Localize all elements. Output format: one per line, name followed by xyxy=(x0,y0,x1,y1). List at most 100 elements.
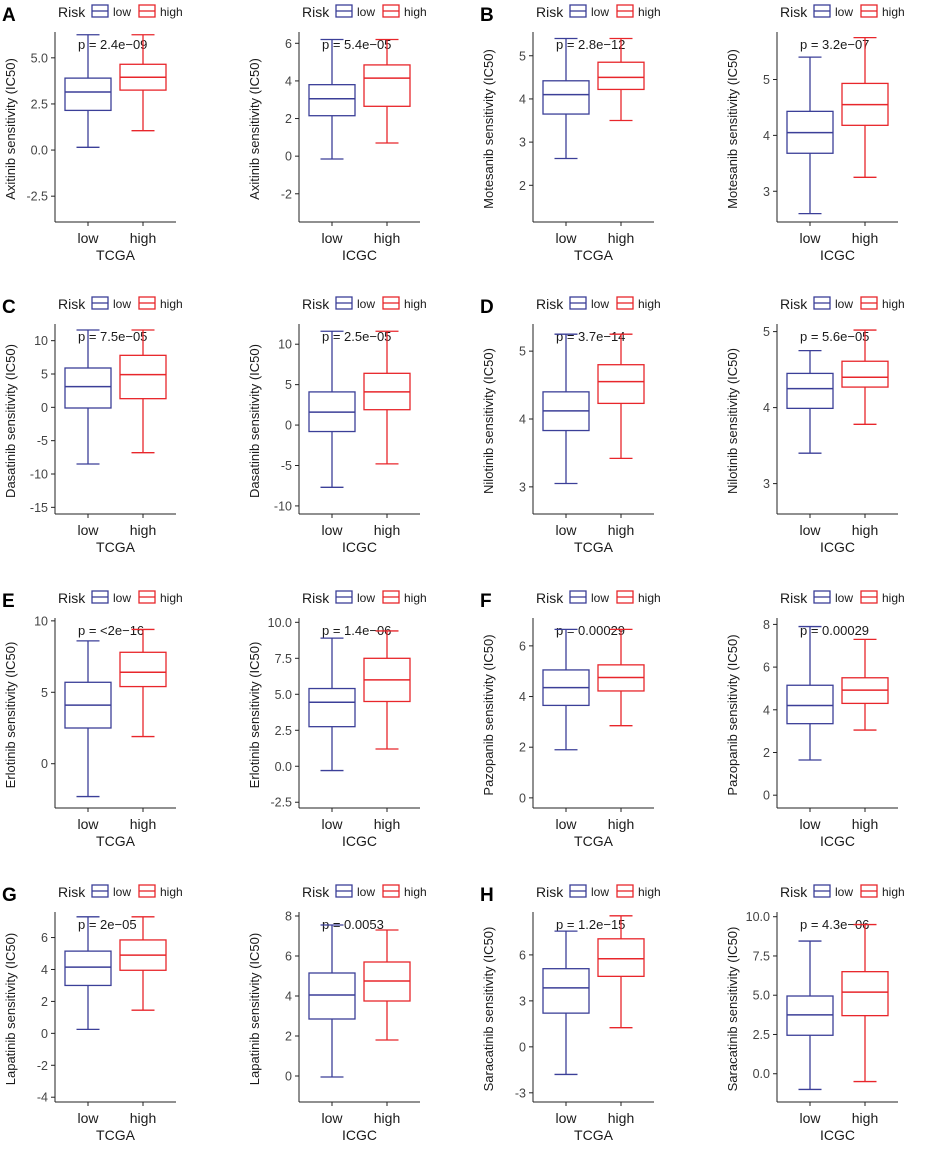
panel-x-icgc: Risk low high p = 2.5e−05 -10 -5 0 5 10 Dasatinib… xyxy=(247,296,427,555)
box-iqr xyxy=(308,687,356,728)
panel-h-tcga: H Risk low high p = 1.2e−15 -3 0 3 6 Saracatinib … xyxy=(480,884,661,1143)
box-high xyxy=(119,329,167,454)
x-axis-label: ICGC xyxy=(342,539,377,555)
panel-g-tcga: G Risk low high p = 2e−05 -4 -2 0 2 4 6 Lapatinib s… xyxy=(2,884,183,1143)
y-tick-label: 7.5 xyxy=(275,652,292,666)
x-tick-label-low: low xyxy=(799,230,821,246)
box-iqr xyxy=(363,64,411,107)
legend-label-low: low xyxy=(591,297,609,311)
legend-label-high: high xyxy=(882,5,905,19)
box-iqr xyxy=(64,77,112,112)
p-value: p = 2.8e−12 xyxy=(556,37,625,52)
y-tick-label: 5 xyxy=(519,345,526,359)
y-tick-label: -4 xyxy=(37,1091,48,1105)
box-low xyxy=(786,349,834,454)
legend-label-high: high xyxy=(404,297,427,311)
x-axis-label: TCGA xyxy=(574,1127,614,1143)
x-axis-label: TCGA xyxy=(574,247,614,263)
x-axis-label: ICGC xyxy=(820,833,855,849)
legend-label-high: high xyxy=(882,885,905,899)
panel-x-icgc: Risk low high p = 5.4e−05 -2 0 2 4 6 Axitinib sen… xyxy=(247,4,427,263)
box-high xyxy=(119,34,167,132)
legend-title: Risk xyxy=(58,296,86,312)
box-iqr xyxy=(786,995,834,1036)
x-axis-label: ICGC xyxy=(342,247,377,263)
y-tick-label: -3 xyxy=(515,1086,526,1100)
legend-title: Risk xyxy=(536,884,564,900)
p-value: p = 4.3e−06 xyxy=(800,917,869,932)
y-tick-label: 4 xyxy=(763,129,770,143)
x-tick-label-low: low xyxy=(555,522,577,538)
y-axis-label: Saracatinib sensitivity (IC50) xyxy=(481,927,496,1092)
legend-label-high: high xyxy=(882,297,905,311)
p-value: p = 5.6e−05 xyxy=(800,329,869,344)
box-iqr xyxy=(119,354,167,400)
panel-f-tcga: F Risk low high p = 0.00029 0 2 4 6 Pazopanib sen… xyxy=(480,590,661,849)
p-value: p = 1.4e−06 xyxy=(322,623,391,638)
y-axis-label: Pazopanib sensitivity (IC50) xyxy=(481,634,496,795)
box-iqr xyxy=(786,684,834,725)
x-axis-label: ICGC xyxy=(342,1127,377,1143)
y-tick-label: 3 xyxy=(763,185,770,199)
y-tick-label: 5 xyxy=(519,49,526,63)
panel-x-icgc: Risk low high p = 5.6e−05 3 4 5 Nilotinib sensi… xyxy=(725,296,905,555)
legend-label-high: high xyxy=(160,591,183,605)
box-high xyxy=(841,923,889,1083)
y-axis-label: Lapatinib sensitivity (IC50) xyxy=(3,933,18,1085)
legend-label-high: high xyxy=(160,885,183,899)
legend-label-low: low xyxy=(113,5,131,19)
y-tick-label: -5 xyxy=(37,434,48,448)
x-tick-label-low: low xyxy=(321,1110,343,1126)
y-axis-label: Dasatinib sensitivity (IC50) xyxy=(247,344,262,498)
y-tick-label: 3 xyxy=(519,480,526,494)
box-iqr xyxy=(786,372,834,410)
legend-label-low: low xyxy=(591,885,609,899)
legend-label-high: high xyxy=(404,591,427,605)
x-tick-label-low: low xyxy=(555,230,577,246)
box-low xyxy=(308,637,356,772)
y-tick-label: 3 xyxy=(519,994,526,1008)
y-tick-label: 4 xyxy=(763,401,770,415)
y-tick-label: 0 xyxy=(285,1070,292,1084)
y-tick-label: -15 xyxy=(30,501,48,515)
box-iqr xyxy=(597,364,645,405)
panel-letter: E xyxy=(2,591,15,612)
y-tick-label: 0.0 xyxy=(275,760,292,774)
y-tick-label: 5 xyxy=(41,686,48,700)
y-axis-label: Nilotinib sensitivity (IC50) xyxy=(481,348,496,494)
legend-title: Risk xyxy=(780,884,808,900)
box-high xyxy=(119,628,167,738)
legend-title: Risk xyxy=(58,4,86,20)
x-axis-label: TCGA xyxy=(96,247,136,263)
x-tick-label-high: high xyxy=(374,816,400,832)
y-tick-label: -2 xyxy=(37,1059,48,1073)
legend-label-low: low xyxy=(835,885,853,899)
legend-label-high: high xyxy=(882,591,905,605)
panel-letter: B xyxy=(480,5,494,26)
legend-label-high: high xyxy=(638,885,661,899)
y-tick-label: 2.5 xyxy=(275,724,292,738)
y-tick-label: 5.0 xyxy=(753,989,770,1003)
x-tick-label-low: low xyxy=(321,230,343,246)
y-tick-label: 5.0 xyxy=(275,688,292,702)
box-low xyxy=(542,930,590,1076)
box-low xyxy=(786,625,834,761)
x-tick-label-high: high xyxy=(130,230,156,246)
box-high xyxy=(119,916,167,1011)
y-tick-label: 2 xyxy=(285,1030,292,1044)
y-tick-label: 2 xyxy=(519,179,526,193)
legend-label-high: high xyxy=(404,885,427,899)
box-low xyxy=(308,330,356,488)
legend-label-low: low xyxy=(357,5,375,19)
legend-title: Risk xyxy=(780,590,808,606)
y-tick-label: 10 xyxy=(34,614,48,628)
box-high xyxy=(841,329,889,425)
y-axis-label: Lapatinib sensitivity (IC50) xyxy=(247,933,262,1085)
y-tick-label: 6 xyxy=(285,950,292,964)
y-tick-label: 5 xyxy=(763,325,770,339)
x-tick-label-low: low xyxy=(77,1110,99,1126)
box-low xyxy=(542,37,590,160)
x-axis-label: TCGA xyxy=(574,539,614,555)
legend-label-high: high xyxy=(638,591,661,605)
